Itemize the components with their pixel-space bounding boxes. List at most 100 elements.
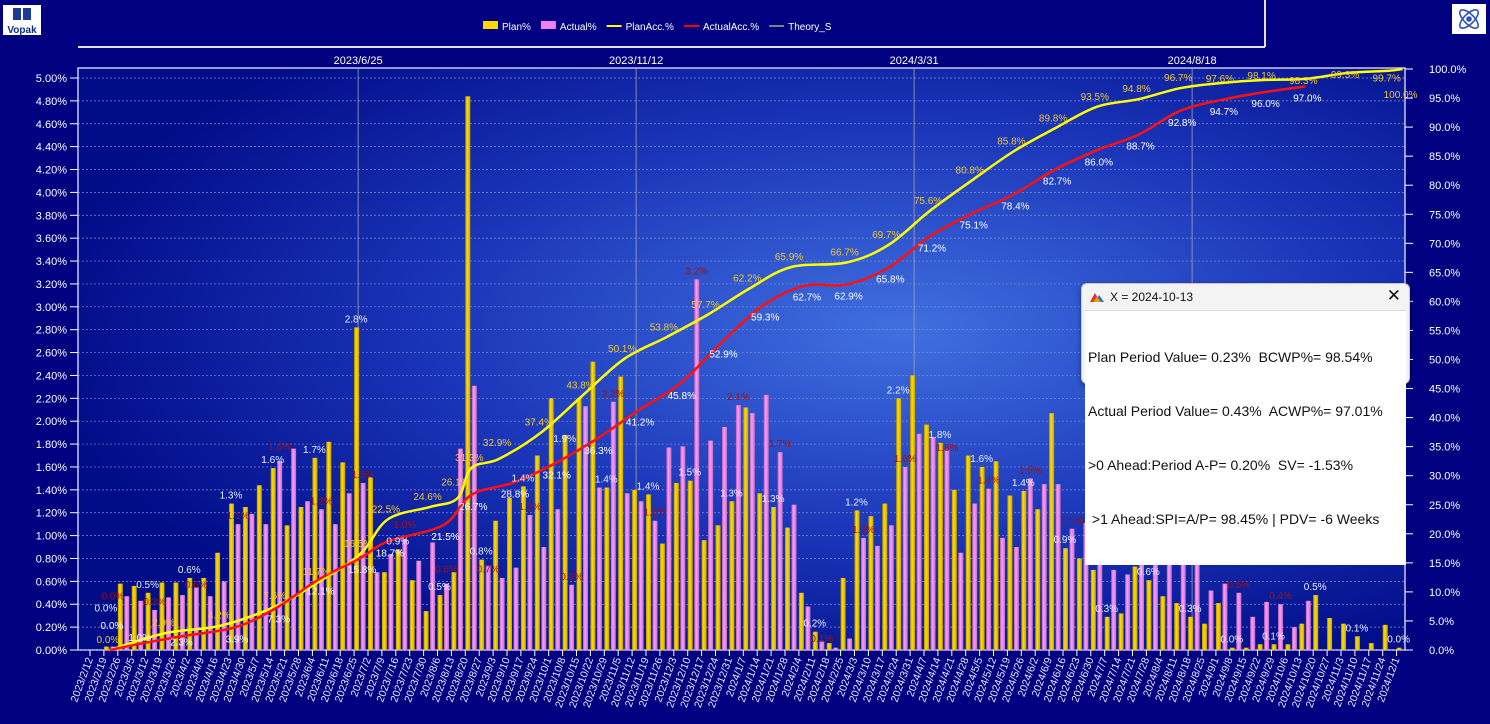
plan-bar	[951, 489, 957, 650]
plan-bar	[103, 646, 109, 650]
plan-bar	[868, 516, 874, 650]
plan-bar-label: 0.8%	[470, 547, 493, 558]
plan-acc-label: 89.8%	[1039, 113, 1067, 124]
atom-icon[interactable]	[1452, 4, 1486, 34]
plan-bar	[1174, 603, 1180, 650]
tooltip-body: Plan Period Value= 0.23% BCWP%= 98.54% A…	[1085, 310, 1406, 565]
left-axis-label: 4.20%	[36, 165, 67, 177]
plan-bar-label: 0.3%	[1179, 604, 1202, 615]
actual-bar	[166, 597, 171, 650]
plan-bar	[757, 493, 763, 650]
plan-acc-label: 24.6%	[413, 492, 441, 503]
tooltip-title: X = 2024-10-13	[1110, 290, 1194, 304]
plan-acc-label: 57.7%	[691, 300, 719, 311]
actual-bar-label: 0.7%	[477, 564, 500, 575]
plan-bar	[618, 376, 624, 650]
actual-acc-label: 45.8%	[668, 391, 696, 402]
left-axis-label: 5.00%	[36, 73, 67, 85]
left-axis-label: 3.80%	[36, 210, 67, 222]
left-axis-label: 0.00%	[36, 645, 67, 657]
plan-acc-label: 75.6%	[914, 196, 942, 207]
plan-bar	[242, 507, 248, 650]
plan-bar	[1104, 616, 1110, 650]
plan-bar	[1049, 413, 1055, 650]
plan-bar	[493, 520, 499, 650]
marker-label: 2023/6/25	[334, 55, 383, 67]
left-axis-label: 4.60%	[36, 119, 67, 131]
plan-bar-label: 1.3%	[762, 494, 785, 505]
tooltip-line: Actual Period Value= 0.43% ACWP%= 97.01%	[1088, 403, 1383, 419]
actual-bar	[722, 426, 727, 650]
plan-bar	[354, 327, 360, 650]
actual-bar	[986, 488, 992, 650]
plan-bar	[520, 486, 526, 650]
plan-bar	[729, 501, 735, 650]
legend-label: PlanAcc.%	[626, 22, 674, 33]
left-axis-label: 3.40%	[36, 256, 67, 268]
plan-bar	[1188, 616, 1194, 650]
close-icon[interactable]: ✕	[1386, 286, 1401, 305]
right-axis-label: 0.0%	[1429, 645, 1454, 657]
actual-acc-label: 7.3%	[267, 615, 290, 626]
actual-bar	[777, 452, 783, 650]
actual-bar	[791, 504, 797, 650]
plan-acc-label: 62.2%	[733, 274, 761, 285]
plan-bar	[1354, 636, 1360, 650]
plan-bar-label: 1.7%	[303, 445, 326, 456]
plan-bar	[924, 424, 929, 650]
plan-bar	[910, 375, 916, 650]
plan-bar	[673, 482, 679, 650]
actual-bar-label: 1.2%	[519, 502, 542, 513]
plan-bar	[437, 595, 443, 650]
actual-bar	[902, 466, 908, 650]
actual-bar	[847, 638, 853, 650]
plan-bar-label: 0.3%	[1095, 604, 1118, 615]
plan-bar	[1146, 580, 1152, 650]
data-tooltip: X = 2024-10-13 ✕ Plan Period Value= 0.23…	[1081, 283, 1410, 565]
actual-bar	[1152, 495, 1158, 650]
right-axis-label: 5.0%	[1429, 616, 1454, 628]
actual-bar	[360, 482, 366, 650]
plan-acc-label: 66.7%	[830, 247, 858, 258]
actual-bar	[1166, 493, 1172, 650]
actual-bar	[1083, 523, 1089, 650]
plan-bar	[1285, 644, 1291, 650]
plan-bar	[1021, 490, 1027, 650]
actual-bar-label: 0.1%	[810, 634, 833, 645]
actual-bar	[1111, 569, 1117, 650]
actual-acc-label: 86.0%	[1085, 157, 1113, 168]
actual-bar	[221, 581, 227, 650]
plan-bar	[1341, 623, 1346, 650]
actual-bar	[735, 405, 741, 650]
plan-bar	[1132, 566, 1138, 650]
plan-bar	[270, 468, 276, 650]
plan-bar-label: 0.2%	[803, 619, 826, 630]
marker-label: 2023/11/12	[609, 55, 663, 67]
actual-acc-label: 32.1%	[543, 470, 571, 481]
actual-bar	[666, 447, 672, 650]
left-axis-label: 2.80%	[36, 325, 67, 337]
plan-acc-label: 99.3%	[1331, 70, 1359, 81]
left-axis-label: 0.40%	[36, 599, 67, 611]
right-axis-label: 65.0%	[1429, 267, 1460, 279]
actual-bar	[249, 513, 255, 650]
plan-bar-label: 0.5%	[136, 580, 159, 591]
actual-bar	[263, 524, 269, 650]
plan-bar	[1368, 643, 1374, 650]
actual-bar-label: 0.4%	[1269, 591, 1292, 602]
actual-bar	[1250, 616, 1256, 650]
actual-bar	[1139, 497, 1144, 650]
actual-bar	[555, 509, 561, 650]
plan-bar	[534, 455, 540, 650]
actual-acc-label: 92.8%	[1168, 118, 1196, 129]
plan-acc-label: 97.6%	[1206, 74, 1234, 85]
plan-bar	[131, 585, 137, 650]
plan-bar	[256, 485, 262, 650]
left-axis-label: 1.80%	[36, 439, 67, 451]
plan-bar	[659, 543, 665, 650]
plan-bar	[1035, 509, 1041, 650]
actual-bar-label: 2.2%	[602, 389, 625, 400]
plan-bar	[1257, 644, 1263, 650]
plan-bar-label: 0.1%	[1262, 631, 1285, 642]
actual-bar	[1055, 484, 1061, 650]
